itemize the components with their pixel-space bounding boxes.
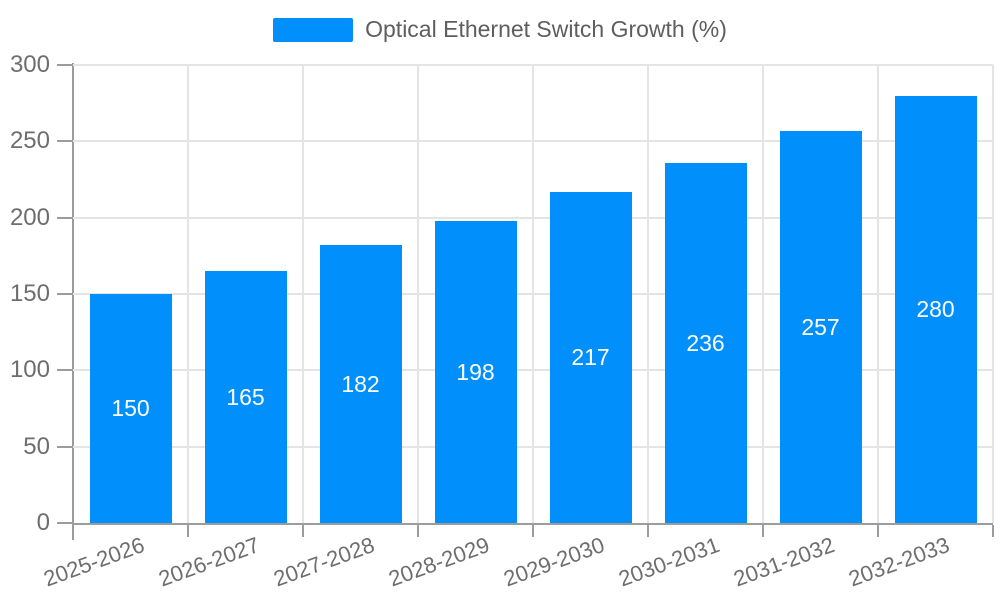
y-axis-line [72, 63, 74, 540]
y-axis-tick [57, 216, 73, 219]
y-axis-tick [57, 293, 73, 295]
x-gridline [187, 65, 189, 523]
x-gridline [992, 65, 994, 523]
bar-2032-2033[interactable]: 280 [894, 96, 977, 523]
legend-swatch-icon [273, 17, 354, 42]
y-axis-tick [57, 522, 73, 524]
x-axis-tick [647, 525, 649, 537]
x-axis-tick [532, 525, 534, 537]
x-axis-line [73, 523, 993, 525]
x-axis-tick [302, 525, 304, 537]
bar-value-label: 217 [571, 344, 610, 370]
bar-value-label: 182 [341, 370, 380, 397]
x-gridline [302, 65, 304, 523]
y-axis-tick [57, 369, 73, 372]
x-axis-tick [417, 525, 419, 537]
x-axis-label: 2030-2031 [615, 532, 724, 592]
bar-2027-2028[interactable]: 182 [319, 245, 402, 523]
y-axis-label: 50 [23, 432, 50, 460]
bar-value-label: 150 [111, 395, 150, 421]
x-axis-tick [992, 525, 994, 537]
x-axis-label: 2028-2029 [385, 532, 494, 592]
bar-2028-2029[interactable]: 198 [434, 221, 517, 523]
bar-2025-2026[interactable]: 150 [89, 294, 172, 523]
bar-value-label: 257 [801, 313, 840, 340]
bar-value-label: 236 [686, 329, 725, 356]
bar-2029-2030[interactable]: 217 [549, 192, 632, 523]
y-axis-tick [57, 445, 73, 448]
y-axis-tick [57, 64, 73, 66]
x-axis-label: 2027-2028 [270, 532, 379, 592]
legend-label: Optical Ethernet Switch Growth (%) [365, 16, 727, 42]
bar-2031-2032[interactable]: 257 [779, 131, 862, 523]
x-axis-label: 2031-2032 [730, 532, 839, 592]
x-gridline [877, 65, 879, 523]
y-axis-label: 200 [9, 203, 50, 231]
bar-value-label: 165 [226, 383, 265, 410]
y-axis-tick [57, 140, 73, 143]
y-axis-label: 0 [36, 509, 50, 536]
x-axis-label: 2032-2033 [845, 532, 954, 592]
y-axis-label: 100 [9, 356, 50, 384]
x-gridline [647, 65, 649, 523]
legend[interactable]: Optical Ethernet Switch Growth (%) [0, 16, 1000, 43]
x-gridline [417, 65, 419, 523]
bar-2026-2027[interactable]: 165 [204, 271, 287, 523]
x-axis-label: 2029-2030 [500, 532, 609, 592]
x-gridline [762, 65, 764, 523]
x-axis-label: 2026-2027 [155, 532, 264, 592]
x-axis-label: 2025-2026 [40, 532, 149, 592]
y-axis-label: 150 [9, 280, 50, 307]
x-axis-tick [877, 525, 879, 537]
x-axis-tick [187, 525, 189, 537]
y-axis-label: 250 [9, 127, 50, 155]
x-axis-tick [762, 525, 764, 537]
bar-value-label: 198 [456, 358, 495, 385]
bar-2030-2031[interactable]: 236 [664, 163, 747, 523]
y-axis-label: 300 [9, 51, 50, 78]
x-gridline [532, 65, 534, 523]
bar-value-label: 280 [916, 296, 955, 322]
